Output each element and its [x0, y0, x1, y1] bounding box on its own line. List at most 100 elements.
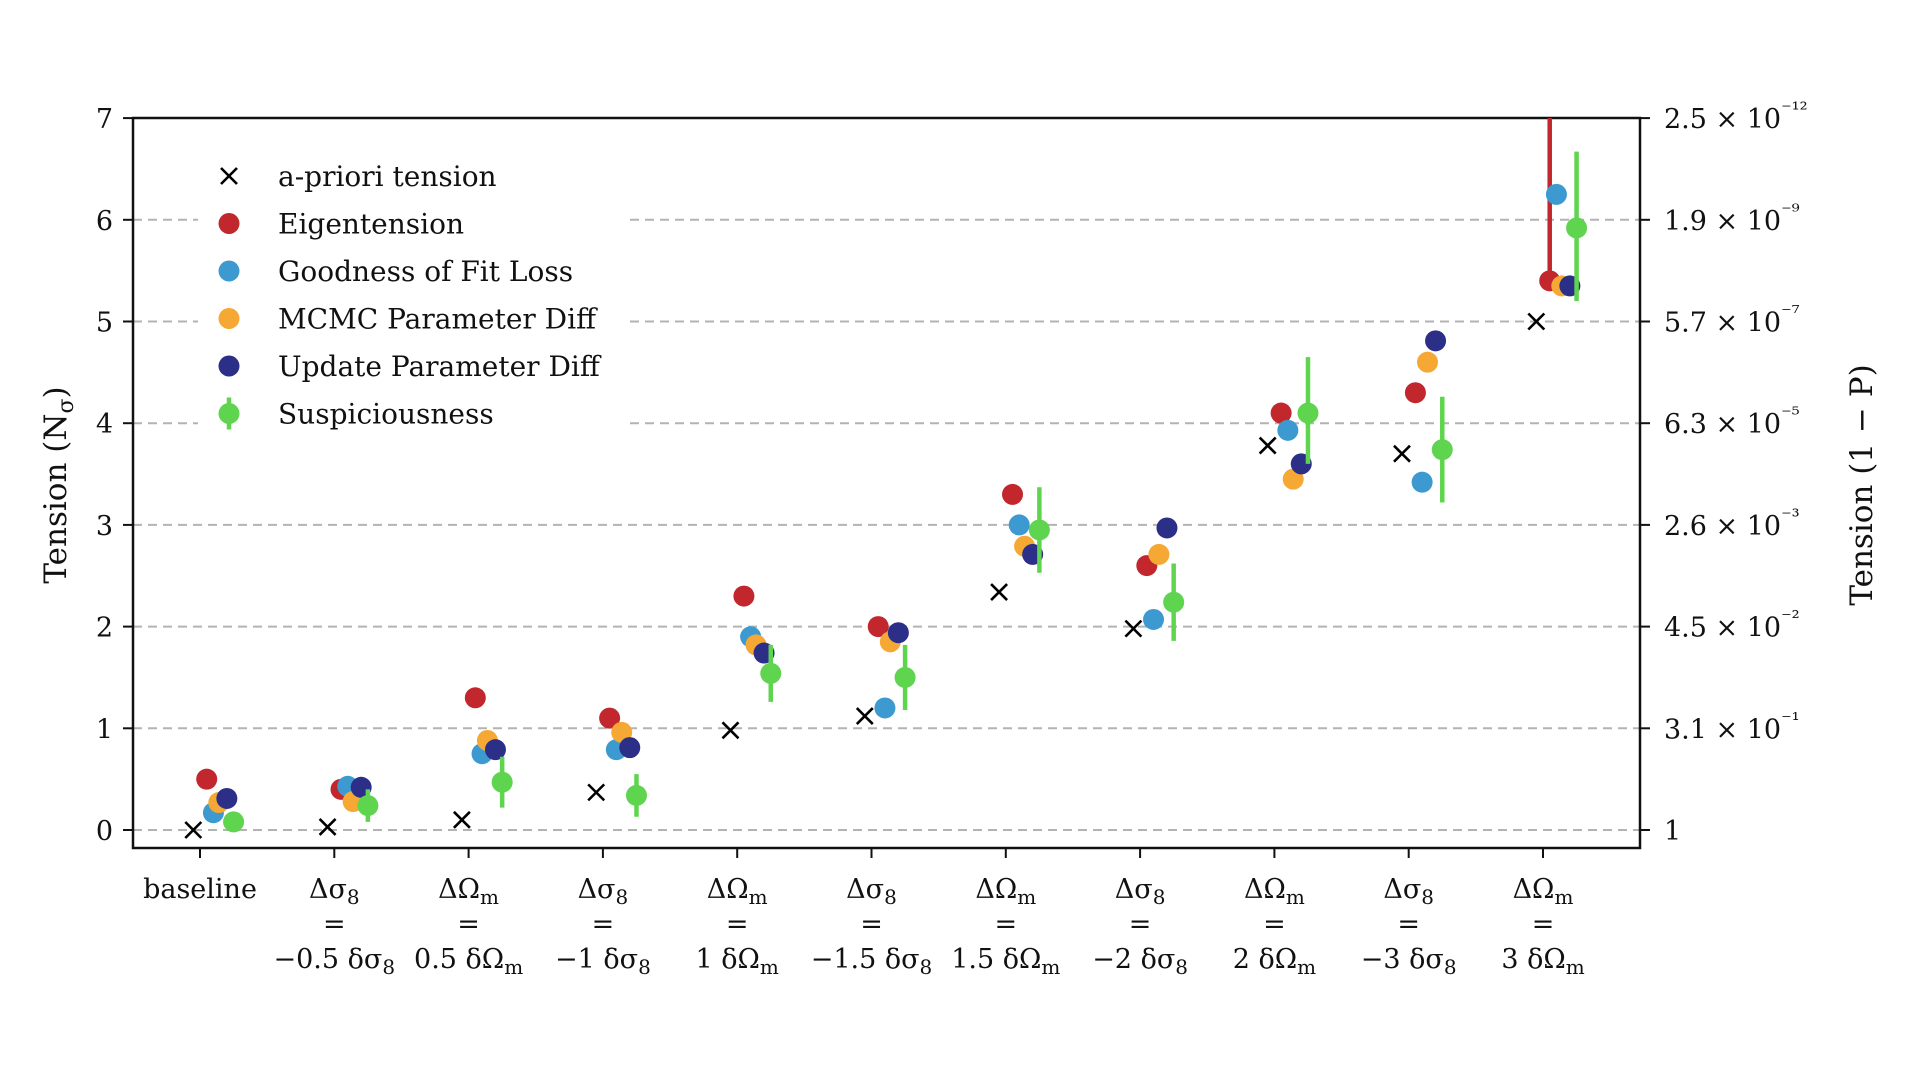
- data-point: [223, 811, 245, 833]
- data-point-x: [184, 821, 203, 839]
- data-point: [1277, 419, 1299, 441]
- legend-marker: [218, 308, 240, 329]
- x-category-label: ΔΩm: [1244, 874, 1305, 909]
- left-tick-label: 0: [96, 816, 113, 847]
- x-stroke: [1258, 436, 1277, 455]
- series-update-parameter-diff: [216, 275, 1581, 809]
- right-tick-label: 2.5 × 10⁻¹²: [1664, 97, 1808, 135]
- x-category-label: ΔΩm: [707, 874, 768, 909]
- x-category-label: =: [726, 909, 749, 940]
- x-category-label: Δσ8: [1383, 874, 1434, 909]
- data-point: [874, 697, 896, 719]
- x-category-label: Δσ8: [578, 874, 629, 909]
- legend-item-update-parameter-diff: Update Parameter Diff: [218, 350, 602, 383]
- data-point: [1545, 183, 1567, 205]
- legend-marker: [218, 213, 240, 234]
- x-category-label: 0.5 δΩm: [414, 944, 523, 979]
- data-point: [1008, 514, 1030, 536]
- legend-marker: [220, 167, 238, 185]
- right-tick-label: 2.6 × 10⁻³: [1664, 504, 1800, 542]
- data-point: [1566, 217, 1588, 239]
- data-point: [464, 687, 486, 709]
- x-category-label: baseline: [143, 874, 257, 905]
- data-point: [1417, 351, 1439, 373]
- data-point: [894, 666, 916, 688]
- data-point-x: [721, 721, 740, 740]
- x-category-label: =: [1263, 909, 1286, 940]
- left-tick-label: 2: [96, 613, 113, 644]
- x-category-label: =: [994, 909, 1017, 940]
- data-point: [216, 787, 238, 809]
- x-category-label: −3 δσ8: [1361, 944, 1457, 979]
- x-stroke: [184, 821, 203, 839]
- data-point-x: [1258, 436, 1277, 455]
- x-stroke: [1124, 619, 1143, 638]
- legend-label: a-priori tension: [278, 160, 497, 193]
- data-point: [1404, 382, 1426, 404]
- legend-marker: [218, 260, 240, 282]
- right-tick-label: 5.7 × 10⁻⁷: [1664, 301, 1800, 339]
- x-stroke: [587, 783, 606, 802]
- x-stroke: [721, 721, 740, 740]
- data-point: [619, 737, 641, 759]
- x-category-label: ΔΩm: [1513, 874, 1574, 909]
- x-category-label: =: [860, 909, 883, 940]
- x-category-label: =: [1397, 909, 1420, 940]
- data-point: [1270, 402, 1292, 424]
- data-point: [599, 707, 621, 729]
- x-category-label: ΔΩm: [438, 874, 499, 909]
- legend-item-mcmc-parameter-diff: MCMC Parameter Diff: [218, 303, 598, 336]
- right-tick-label: 1.9 × 10⁻⁹: [1664, 199, 1800, 237]
- data-point: [1411, 471, 1433, 493]
- data-point: [357, 795, 379, 817]
- legend: a-priori tension Eigentension Goodness of …: [218, 160, 602, 431]
- legend-label: Goodness of Fit Loss: [278, 255, 573, 288]
- plot-frame: [131, 116, 1642, 850]
- series-goodness-of-fit-loss: [202, 183, 1567, 824]
- data-point: [491, 771, 513, 793]
- series-a-priori-tension: [184, 312, 1546, 839]
- data-point: [1425, 330, 1447, 352]
- x-category-label: 3 δΩm: [1501, 944, 1584, 979]
- y-axis-right-title: Tension (1 − P): [1844, 364, 1880, 605]
- legend-item-eigentension: Eigentension: [218, 208, 464, 241]
- data-point: [196, 768, 218, 790]
- data-point: [760, 662, 782, 684]
- x-category-label: =: [592, 909, 615, 940]
- x-stroke: [1393, 444, 1411, 463]
- data-point-x: [855, 707, 874, 726]
- x-category-label: −2 δσ8: [1092, 944, 1188, 979]
- x-category-label: Δσ8: [1115, 874, 1166, 909]
- x-category-label: =: [1532, 909, 1555, 940]
- left-tick-label: 7: [96, 104, 113, 135]
- right-tick-label: 3.1 × 10⁻¹: [1664, 707, 1800, 745]
- left-tick-label: 4: [96, 409, 113, 440]
- data-point: [1002, 483, 1024, 505]
- right-tick-label: 1: [1664, 816, 1681, 847]
- x-category-label: 2 δΩm: [1233, 944, 1316, 979]
- data-point: [1143, 608, 1165, 630]
- data-point-x: [1393, 444, 1411, 463]
- x-category-label: =: [323, 909, 346, 940]
- data-point: [1028, 519, 1050, 541]
- x-stroke: [452, 810, 471, 829]
- x-category-label: −1 δσ8: [555, 944, 651, 979]
- x-stroke: [990, 583, 1009, 601]
- x-category-label: =: [457, 909, 480, 940]
- legend-label: Eigentension: [278, 208, 464, 241]
- data-point-x: [452, 810, 471, 829]
- data-point: [887, 622, 909, 644]
- left-tick-label: 5: [96, 308, 113, 339]
- data-point-x: [990, 583, 1009, 601]
- data-point-x: [1527, 312, 1546, 331]
- x-category-label: 1 δΩm: [696, 944, 779, 979]
- data-marks: [184, 118, 1588, 839]
- legend-label: Suspiciousness: [278, 398, 494, 431]
- series-suspiciousness: [223, 151, 1588, 833]
- data-point: [1156, 517, 1178, 539]
- x-category-label: ΔΩm: [975, 874, 1036, 909]
- right-tick-label: 6.3 × 10⁻⁵: [1664, 402, 1800, 440]
- legend-item-goodness-of-fit-loss: Goodness of Fit Loss: [218, 255, 573, 288]
- data-point: [1163, 591, 1185, 613]
